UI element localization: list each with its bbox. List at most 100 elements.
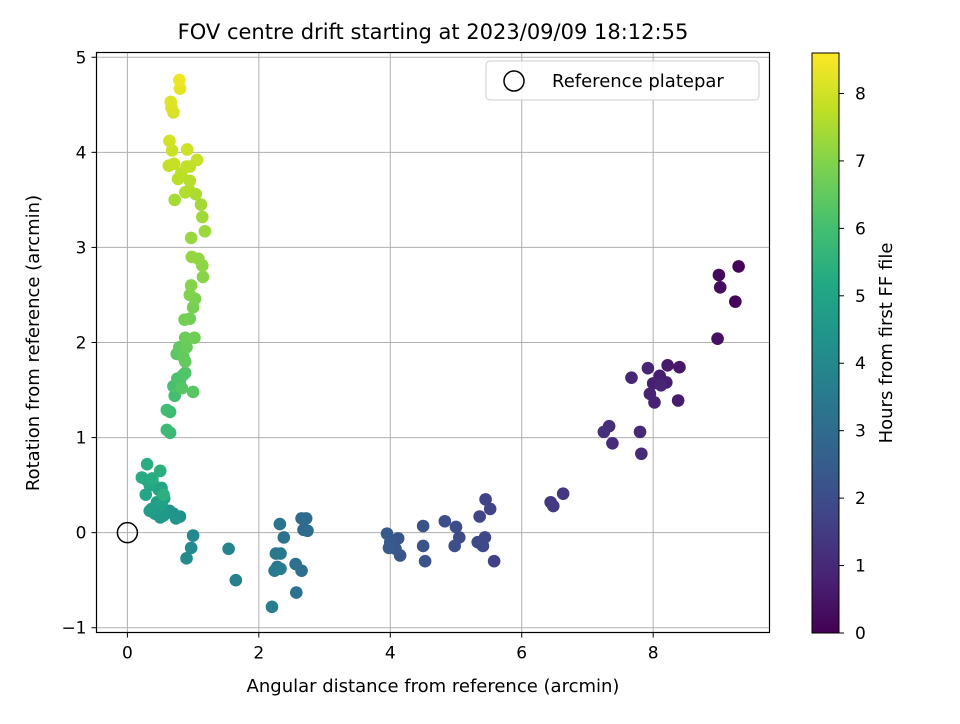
data-point bbox=[196, 210, 209, 224]
data-point bbox=[183, 288, 197, 302]
data-point bbox=[175, 381, 189, 395]
x-tick-label: 4 bbox=[385, 644, 396, 664]
data-point bbox=[289, 586, 303, 599]
data-point bbox=[416, 519, 430, 533]
data-point bbox=[449, 520, 463, 534]
data-point bbox=[633, 425, 647, 439]
data-point bbox=[184, 541, 198, 555]
data-point bbox=[597, 425, 611, 439]
x-axis-label: Angular distance from reference (arcmin) bbox=[247, 676, 620, 697]
data-point bbox=[160, 423, 174, 437]
data-point bbox=[184, 231, 198, 245]
y-tick-label: 0 bbox=[76, 524, 87, 544]
data-point bbox=[382, 541, 396, 555]
data-point bbox=[168, 193, 182, 207]
data-point bbox=[178, 355, 192, 368]
data-point bbox=[418, 554, 432, 568]
data-point bbox=[165, 144, 179, 157]
data-point bbox=[712, 268, 726, 282]
x-tick-label: 0 bbox=[122, 644, 133, 664]
data-point bbox=[729, 295, 742, 308]
data-point bbox=[178, 366, 192, 380]
data-point bbox=[606, 436, 619, 450]
reference-point bbox=[116, 521, 139, 544]
y-tick-label: 3 bbox=[76, 238, 87, 258]
x-axis-ticks: 0 2 4 6 8 bbox=[122, 632, 659, 664]
colorbar-tick-label: 1 bbox=[855, 557, 866, 577]
legend: Reference platepar bbox=[485, 60, 760, 101]
colorbar-label: Hours from first FF file bbox=[876, 243, 897, 444]
y-tick-label: 2 bbox=[76, 334, 87, 354]
data-point bbox=[732, 260, 745, 273]
data-point bbox=[167, 157, 181, 171]
colorbar-tick-label: 0 bbox=[855, 624, 866, 644]
data-point bbox=[635, 447, 648, 461]
data-point bbox=[625, 371, 638, 384]
data-point bbox=[487, 554, 501, 568]
colorbar-tick-label: 7 bbox=[855, 152, 866, 172]
data-point bbox=[274, 547, 287, 560]
legend-label: Reference platepar bbox=[552, 71, 724, 92]
data-point bbox=[180, 160, 193, 173]
data-points bbox=[135, 73, 745, 614]
data-point bbox=[184, 279, 198, 292]
data-point bbox=[186, 385, 200, 399]
data-point bbox=[229, 573, 243, 587]
data-point bbox=[448, 539, 461, 553]
data-point bbox=[180, 143, 194, 156]
data-point bbox=[416, 539, 430, 553]
legend-marker bbox=[503, 70, 525, 92]
grid-lines bbox=[96, 52, 770, 633]
colorbar-tick-label: 5 bbox=[855, 287, 866, 307]
data-point bbox=[186, 529, 200, 542]
data-point bbox=[222, 542, 235, 556]
data-point bbox=[713, 281, 727, 294]
data-point bbox=[479, 493, 492, 506]
x-tick-label: 8 bbox=[648, 644, 659, 664]
data-point bbox=[180, 340, 193, 354]
colorbar-tick-label: 3 bbox=[855, 422, 866, 442]
y-tick-label: −1 bbox=[61, 619, 86, 639]
data-point bbox=[380, 527, 394, 540]
data-point bbox=[673, 360, 686, 374]
data-point bbox=[178, 331, 192, 345]
data-point bbox=[265, 600, 279, 614]
data-point bbox=[671, 394, 685, 407]
y-axis-label: Rotation from reference (arcmin) bbox=[23, 195, 44, 491]
data-point bbox=[180, 552, 193, 565]
data-point bbox=[188, 331, 201, 345]
data-point bbox=[135, 471, 149, 484]
data-point bbox=[471, 535, 484, 549]
data-point bbox=[153, 464, 167, 478]
data-point bbox=[164, 95, 178, 109]
data-point bbox=[198, 224, 212, 238]
y-tick-label: 4 bbox=[76, 143, 87, 163]
x-tick-label: 6 bbox=[516, 644, 527, 664]
data-point bbox=[183, 174, 197, 188]
data-point bbox=[194, 198, 208, 211]
data-point bbox=[654, 378, 668, 392]
data-point bbox=[438, 514, 452, 528]
data-point bbox=[196, 270, 210, 284]
reference-marker bbox=[116, 521, 139, 544]
x-tick-label: 2 bbox=[253, 644, 264, 664]
data-point bbox=[641, 361, 655, 375]
data-point bbox=[661, 359, 674, 372]
data-point bbox=[143, 504, 157, 518]
legend-box bbox=[485, 60, 760, 101]
colorbar-tick-label: 6 bbox=[855, 219, 866, 239]
data-point bbox=[273, 517, 287, 531]
data-point bbox=[146, 472, 159, 485]
data-point bbox=[178, 313, 191, 326]
data-point bbox=[185, 250, 199, 264]
colorbar-tick-label: 2 bbox=[855, 489, 866, 509]
data-point bbox=[546, 499, 560, 513]
data-point bbox=[173, 73, 186, 87]
data-point bbox=[140, 457, 154, 471]
data-point bbox=[178, 185, 192, 199]
data-point bbox=[556, 487, 570, 500]
colorbar-tick-label: 4 bbox=[855, 354, 866, 374]
colorbar-ticks: 0 1 2 3 4 5 6 7 8 bbox=[839, 84, 866, 644]
data-point bbox=[483, 502, 497, 516]
